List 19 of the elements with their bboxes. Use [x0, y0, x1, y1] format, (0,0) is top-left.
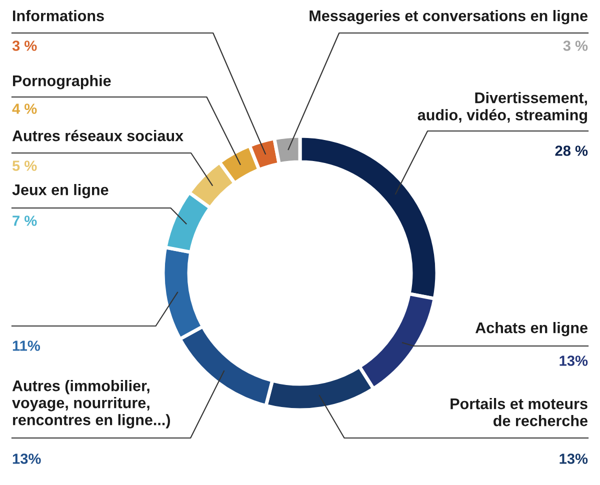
data-label: 13%	[12, 454, 41, 464]
slice-label: Divertissement, audio, vidéo, streaming	[418, 92, 587, 124]
data-label: 7 %	[12, 216, 37, 226]
data-label: 5 %	[12, 160, 37, 171]
slice-label: Autres (immobilier, voyage, nourriture, rencontres en ligne...)	[12, 380, 170, 428]
slice-label: Achats en ligne	[475, 322, 588, 336]
data-label: 3 %	[563, 40, 588, 51]
slice-label: Messageries et conversations en ligne	[310, 10, 588, 24]
data-label: 13%	[560, 356, 588, 366]
data-label: 13%	[560, 454, 588, 464]
data-label: 4 %	[12, 104, 37, 114]
data-label: 28 %	[555, 146, 588, 156]
data-label: 11%	[12, 340, 40, 351]
slice-label: Jeux en ligne	[12, 184, 108, 198]
slice-label: Autres réseaux sociaux	[12, 130, 184, 142]
slice-label: Pornographie	[13, 75, 111, 90]
slice-label: Informations	[13, 10, 104, 22]
slice-label: Portails et moteurs de recherche	[450, 398, 588, 426]
data-label: 3 %	[12, 40, 37, 51]
